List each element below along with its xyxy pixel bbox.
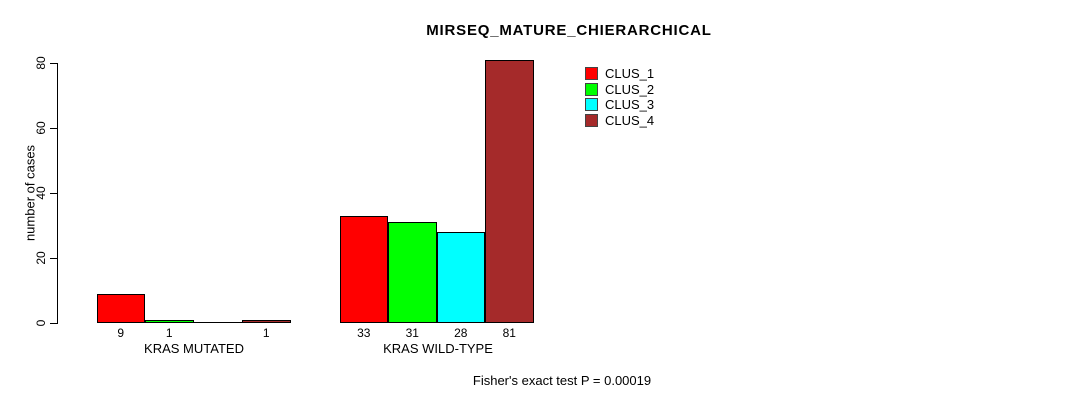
legend-label-clus_1: CLUS_1 (605, 66, 655, 81)
legend-swatch-clus_2 (585, 82, 598, 96)
bar-clus_3-group1 (436, 232, 485, 323)
bar-clus_3-group0-zero (193, 322, 242, 323)
fisher-test-annotation: Fisher's exact test P = 0.00019 (472, 373, 652, 388)
y-axis-tick-label: 40 (34, 186, 48, 200)
bar-clus_4-group0 (242, 319, 291, 323)
bar-clus_2-group0 (145, 319, 194, 323)
y-axis-tick-label: 60 (34, 121, 48, 135)
y-axis-line (57, 63, 58, 324)
legend-label-clus_4: CLUS_4 (605, 113, 655, 129)
bar-value-label: 33 (357, 326, 371, 340)
y-axis-tick (50, 193, 57, 194)
bar-clus_2-group1 (388, 222, 437, 323)
y-axis-tick-label: 20 (34, 251, 48, 265)
bar-clus_1-group1 (339, 215, 388, 323)
bar-value-label: 28 (454, 326, 468, 340)
legend-swatch-clus_4 (585, 114, 598, 128)
bar-value-label: 1 (262, 326, 270, 340)
y-axis-tick (50, 63, 57, 64)
x-category-label-kras-mutated: KRAS MUTATED (144, 341, 244, 356)
y-axis-tick (50, 128, 57, 129)
y-axis-tick (50, 258, 57, 259)
bar-clus_4-group1 (485, 59, 534, 323)
y-axis-tick-label: 0 (34, 319, 48, 327)
x-category-label-kras-wild-type: KRAS WILD-TYPE (383, 341, 493, 356)
bar-value-label: 1 (165, 326, 173, 340)
chart-title: MIRSEQ_MATURE_CHIERARCHICAL (426, 22, 712, 39)
bar-value-label: 9 (117, 326, 125, 340)
bar-value-label: 81 (502, 326, 516, 340)
legend-swatch-clus_1 (585, 67, 598, 80)
y-axis-tick-label: 80 (34, 56, 48, 70)
y-axis-tick (50, 323, 57, 324)
legend-swatch-clus_3 (585, 98, 598, 112)
legend-label-clus_3: CLUS_3 (605, 97, 655, 113)
bar-clus_1-group0 (96, 293, 145, 323)
legend-label-clus_2: CLUS_2 (605, 81, 655, 97)
bar-value-label: 31 (405, 326, 419, 340)
